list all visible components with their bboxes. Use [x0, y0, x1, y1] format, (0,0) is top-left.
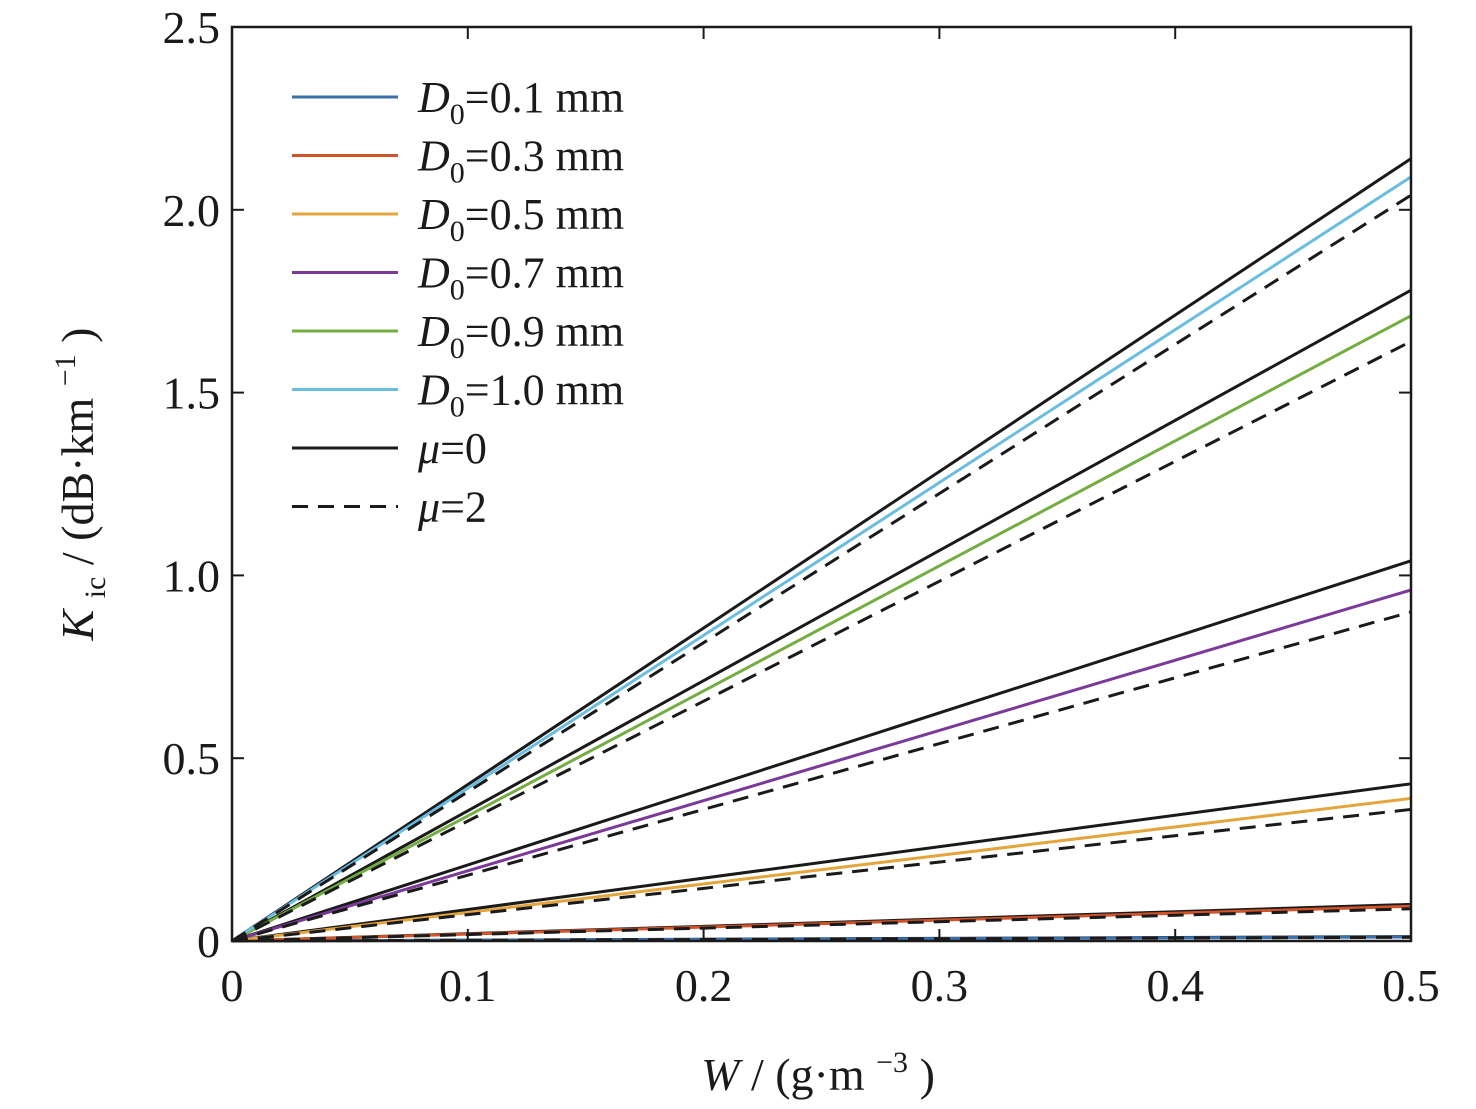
legend-value: =0 [440, 424, 487, 473]
legend-sub: 0 [450, 274, 465, 307]
legend-value: =2 [440, 483, 487, 532]
series-line-17 [231, 175, 1412, 943]
legend-sub: 0 [450, 157, 465, 190]
legend-var: μ [417, 424, 440, 473]
series-line-13 [231, 288, 1412, 943]
x-axis-title: W / (g·m −3 ) [701, 1031, 935, 1100]
legend-label: D0=0.1 mm [417, 73, 624, 131]
series-line-6 [231, 907, 1412, 943]
legend-label: D0=1.0 mm [417, 366, 624, 424]
legend-label: μ=0 [417, 424, 487, 473]
x-tick-label: 0.5 [1382, 960, 1440, 1011]
legend-label: μ=2 [417, 483, 487, 532]
x-tick-label: 0.3 [911, 960, 969, 1011]
y-axis-unit-close: ) [52, 328, 103, 343]
series-line-15 [231, 340, 1412, 943]
legend-var: D [417, 73, 450, 122]
legend-label: D0=0.9 mm [417, 307, 624, 365]
legend-value: =0.5 mm [465, 190, 624, 239]
legend-var: μ [417, 483, 440, 532]
legend-value: =1.0 mm [465, 366, 624, 415]
y-axis-var-sub: ic [79, 577, 112, 599]
y-tick-label: 2.5 [163, 2, 221, 53]
legend-value: =0.7 mm [465, 249, 624, 298]
x-axis-var: W [701, 1049, 743, 1100]
series-layer [231, 157, 1412, 943]
y-axis-unit: / (dB·km [52, 398, 103, 566]
series-line-18 [231, 193, 1412, 943]
x-tick-label: 0.2 [675, 960, 733, 1011]
series-line-7 [231, 782, 1412, 943]
y-tick-label: 1.5 [163, 368, 221, 419]
legend-label: D0=0.3 mm [417, 132, 624, 190]
legend-sub: 0 [450, 98, 465, 131]
legend-value: =0.1 mm [465, 73, 624, 122]
y-tick-label: 1.0 [163, 550, 221, 601]
series-line-9 [231, 807, 1412, 943]
legend-label: D0=0.7 mm [417, 249, 624, 307]
legend-sub: 0 [450, 391, 465, 424]
y-tick-label: 2.0 [163, 185, 221, 236]
x-axis-unit: / (g·m [751, 1049, 865, 1100]
y-axis-title: K ic / (dB·km −1 ) [34, 328, 115, 642]
legend-value: =0.9 mm [465, 307, 624, 356]
legend-var: D [417, 366, 450, 415]
series-line-10 [231, 559, 1412, 943]
axis-ticks: 0 0.1 0.2 0.3 0.4 0.5 0 0.5 1.0 1.5 2.0 2.5 [163, 2, 1440, 1011]
x-tick-label: 0.1 [439, 960, 497, 1011]
series-line-11 [231, 588, 1412, 943]
legend-var: D [417, 249, 450, 298]
legend-var: D [417, 132, 450, 181]
series-line-14 [231, 314, 1412, 943]
x-axis-unit-close: ) [920, 1049, 935, 1100]
series-line-16 [231, 157, 1412, 943]
series-line-8 [231, 796, 1412, 943]
legend-label: D0=0.5 mm [417, 190, 624, 248]
plot-frame [230, 25, 1413, 943]
y-axis-var: K [52, 607, 103, 641]
legend-var: D [417, 307, 450, 356]
legend-var: D [417, 190, 450, 239]
legend-sub: 0 [450, 332, 465, 365]
x-tick-label: 0 [221, 960, 244, 1011]
x-tick-label: 0.4 [1146, 960, 1204, 1011]
x-axis-unit-exp: −3 [876, 1046, 908, 1079]
y-tick-label: 0.5 [163, 733, 221, 784]
y-axis-unit-exp: −1 [49, 354, 82, 386]
series-line-12 [231, 610, 1412, 943]
legend-sub: 0 [450, 215, 465, 248]
legend-value: =0.3 mm [465, 132, 624, 181]
y-tick-label: 0 [197, 916, 220, 967]
